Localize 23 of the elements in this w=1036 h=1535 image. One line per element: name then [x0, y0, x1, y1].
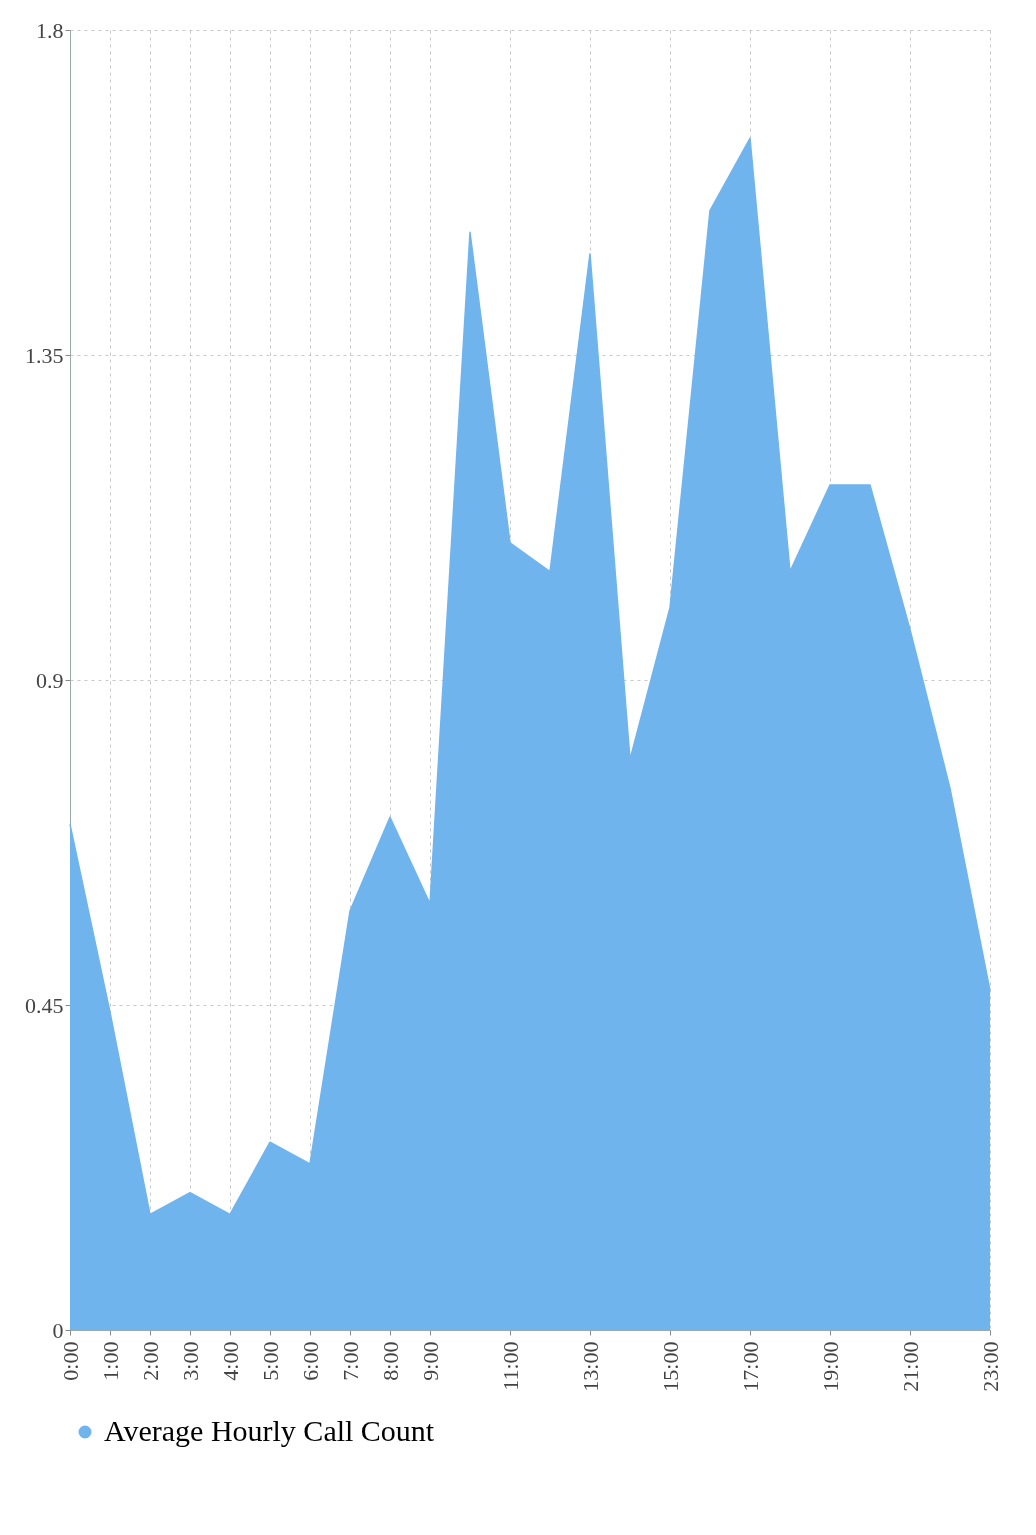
x-tick-label: 13:00: [577, 1341, 603, 1392]
x-tick-label: 11:00: [497, 1341, 523, 1391]
y-tick-label: 0: [52, 1317, 64, 1343]
x-tick-label: 0:00: [57, 1341, 83, 1381]
x-tick-label: 21:00: [897, 1341, 923, 1392]
x-tick-label: 7:00: [337, 1341, 363, 1381]
x-tick-label: 17:00: [737, 1341, 763, 1392]
x-tick-label: 19:00: [817, 1341, 843, 1392]
x-tick-label: 23:00: [977, 1341, 1003, 1392]
y-tick-label: 1.8: [36, 17, 64, 43]
y-tick-label: 0.9: [36, 667, 64, 693]
x-tick-label: 8:00: [377, 1341, 403, 1381]
x-tick-label: 4:00: [217, 1341, 243, 1381]
x-tick-label: 15:00: [657, 1341, 683, 1392]
x-tick-label: 6:00: [297, 1341, 323, 1381]
x-tick-label: 2:00: [137, 1341, 163, 1381]
x-tick-label: 5:00: [257, 1341, 283, 1381]
y-tick-label: 1.35: [25, 342, 64, 368]
x-tick-label: 9:00: [417, 1341, 443, 1381]
legend-label: Average Hourly Call Count: [104, 1414, 435, 1447]
x-tick-label: 1:00: [97, 1341, 123, 1381]
y-tick-label: 0.45: [25, 992, 64, 1018]
x-tick-label: 3:00: [177, 1341, 203, 1381]
